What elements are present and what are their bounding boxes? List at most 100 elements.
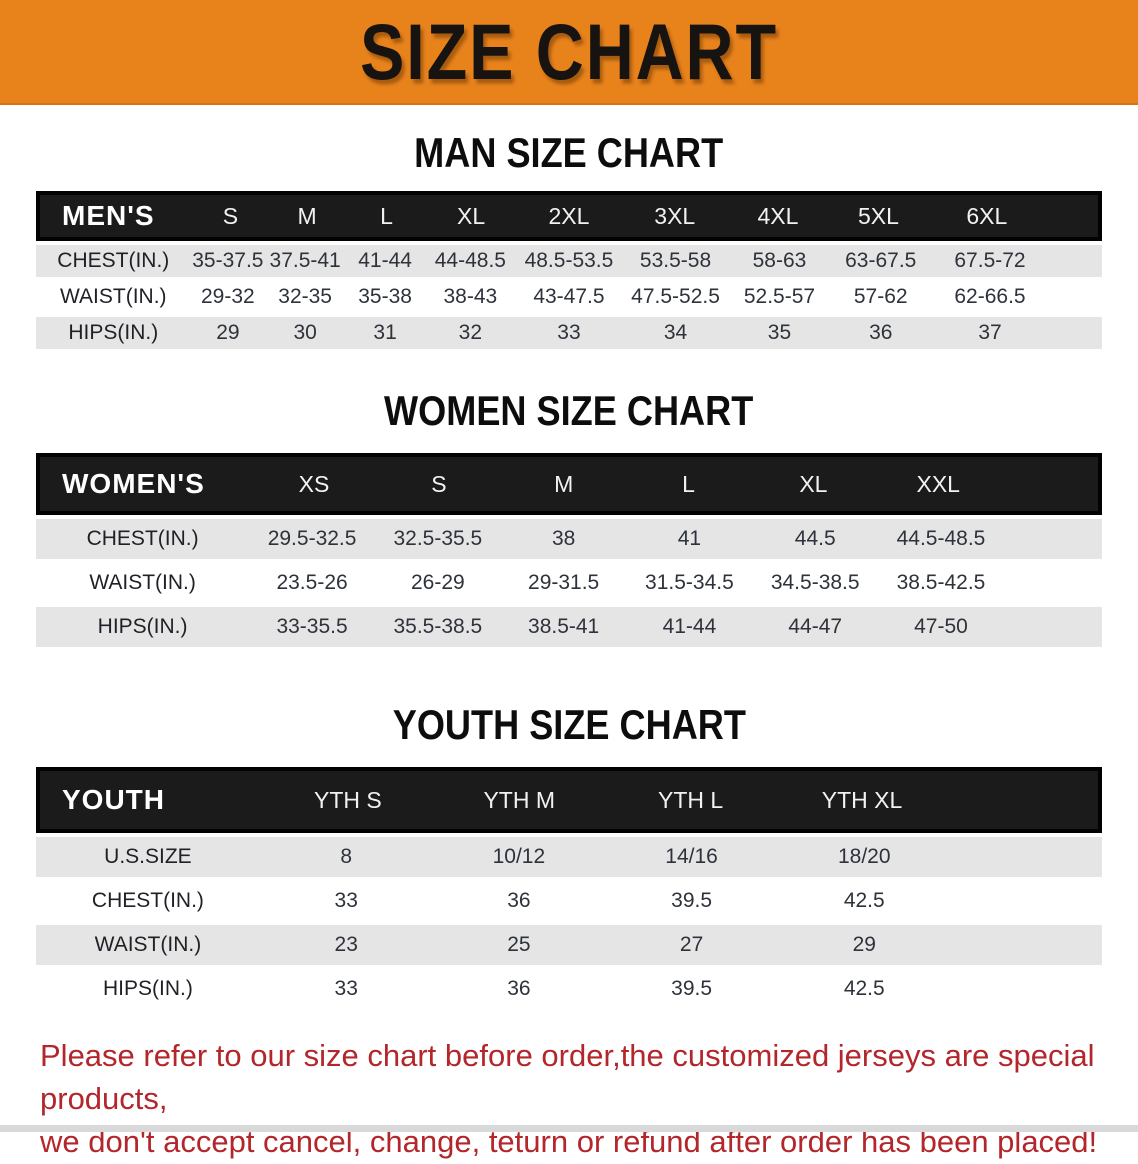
- size-value: 25: [507, 933, 531, 957]
- men-table-row: HIPS(IN.) 29 30 31 32 33 34 35 36 37: [36, 317, 1102, 350]
- youth-column-header: YTH L: [658, 786, 724, 813]
- size-value: 42.5: [843, 977, 885, 1001]
- measurement-label: WAIST(IN.): [89, 571, 196, 595]
- youth-table-row: U.S.SIZE 8 10/12 14/16 18/20: [36, 837, 1102, 878]
- measurement-label: WAIST(IN.): [94, 933, 202, 957]
- women-column-header: XL: [799, 470, 828, 497]
- youth-size-table: YOUTH YTH S YTH M YTH L YTH XL U.S.SIZE 8 10/12…: [36, 767, 1102, 1010]
- size-value: 43-47.5: [533, 285, 605, 309]
- size-value: 37.5-41: [269, 249, 341, 273]
- size-value: 34.5-38.5: [770, 571, 860, 595]
- youth-section-heading-text: YOUTH SIZE CHART: [392, 701, 746, 749]
- men-section-heading: MAN SIZE CHART: [0, 129, 1138, 176]
- size-value: 44-47: [788, 615, 843, 639]
- size-value: 8: [340, 845, 353, 869]
- youth-table-header-band: YOUTH YTH S YTH M YTH L YTH XL: [36, 767, 1102, 834]
- size-value: 33: [557, 321, 581, 345]
- men-column-header: 4XL: [757, 202, 799, 229]
- women-column-header: M: [554, 470, 574, 497]
- size-chart-banner: SIZE CHART: [0, 0, 1138, 105]
- size-value: 52.5-57: [743, 285, 816, 309]
- size-value: 41: [677, 527, 702, 551]
- size-value: 33-35.5: [276, 615, 348, 639]
- women-column-header: L: [682, 470, 695, 497]
- size-value: 31: [373, 321, 397, 345]
- bottom-edge-strip: [0, 1125, 1138, 1132]
- men-column-header: M: [297, 202, 317, 229]
- size-value: 29: [852, 933, 876, 957]
- size-value: 38-43: [443, 285, 498, 309]
- women-column-header: XXL: [916, 470, 960, 497]
- size-value: 39.5: [671, 889, 713, 913]
- size-value: 39.5: [671, 977, 713, 1001]
- size-value: 33: [334, 889, 358, 913]
- size-value: 30: [293, 321, 317, 345]
- size-value: 38.5-42.5: [896, 571, 986, 595]
- size-value: 36: [507, 889, 531, 913]
- youth-band-label: YOUTH: [62, 784, 165, 816]
- men-column-header: 6XL: [966, 202, 1008, 229]
- size-value: 62-66.5: [954, 285, 1026, 309]
- size-value: 36: [869, 321, 893, 345]
- size-value: 29: [216, 321, 240, 345]
- men-column-header: L: [380, 202, 393, 229]
- measurement-label: CHEST(IN.): [86, 527, 199, 551]
- size-value: 18/20: [837, 845, 891, 869]
- size-value: 14/16: [665, 845, 718, 869]
- size-value: 38: [551, 527, 576, 551]
- size-value: 42.5: [843, 889, 885, 913]
- size-value: 34: [663, 321, 688, 345]
- men-size-table: MEN'S S M L XL 2XL 3XL 4XL 5XL 6XL CHEST(IN.) 35-37…: [36, 191, 1102, 350]
- size-value: 27: [679, 933, 704, 957]
- size-value: 32-35: [278, 285, 332, 309]
- size-value: 32.5-35.5: [393, 527, 483, 551]
- men-table-row: CHEST(IN.) 35-37.5 37.5-41 41-44 44-48.5 48.5…: [36, 245, 1102, 278]
- size-value: 63-67.5: [845, 249, 917, 273]
- size-value: 44-48.5: [434, 249, 506, 273]
- women-size-table: WOMEN'S XS S M L XL XXL CHEST(IN.) 29.5-32.5 32.5…: [36, 453, 1102, 648]
- measurement-label: U.S.SIZE: [104, 845, 192, 869]
- size-value: 31.5-34.5: [645, 571, 734, 595]
- size-value: 44.5: [794, 527, 836, 551]
- measurement-label: HIPS(IN.): [103, 977, 193, 1001]
- size-value: 35-38: [358, 285, 412, 309]
- size-value: 26-29: [411, 571, 465, 595]
- size-value: 23: [334, 933, 358, 957]
- men-column-header: 2XL: [548, 202, 590, 229]
- size-value: 41-44: [358, 249, 412, 273]
- measurement-label: WAIST(IN.): [60, 285, 167, 309]
- youth-column-header: YTH XL: [821, 786, 903, 813]
- youth-column-header: YTH S: [314, 786, 382, 813]
- size-value: 47.5-52.5: [631, 285, 720, 309]
- size-value: 37: [978, 321, 1002, 345]
- measurement-label: CHEST(IN.): [91, 889, 204, 913]
- banner-title: SIZE CHART: [360, 7, 778, 96]
- size-value: 10/12: [492, 845, 546, 869]
- size-value: 53.5-58: [639, 249, 712, 273]
- women-table-row: CHEST(IN.) 29.5-32.5 32.5-35.5 38 41 44.5 44.5…: [36, 519, 1102, 560]
- size-value: 35.5-38.5: [393, 615, 483, 639]
- size-value: 47-50: [914, 615, 968, 639]
- women-table-header-band: WOMEN'S XS S M L XL XXL: [36, 453, 1102, 516]
- women-column-header: XS: [298, 470, 330, 497]
- size-value: 36: [507, 977, 531, 1001]
- men-column-header: 3XL: [654, 202, 696, 229]
- order-policy-note-line1: Please refer to our size chart before or…: [40, 1038, 1095, 1117]
- women-column-header: S: [431, 470, 447, 497]
- size-value: 29-32: [201, 285, 255, 309]
- men-table-row: WAIST(IN.) 29-32 32-35 35-38 38-43 43-47.5 47.…: [36, 281, 1102, 314]
- men-column-header: XL: [457, 202, 486, 229]
- size-value: 35: [767, 321, 792, 345]
- size-value: 32: [458, 321, 483, 345]
- youth-section-heading: YOUTH SIZE CHART: [0, 703, 1138, 747]
- men-section-heading-text: MAN SIZE CHART: [414, 129, 724, 176]
- size-value: 48.5-53.5: [524, 249, 614, 273]
- size-value: 29.5-32.5: [267, 527, 357, 551]
- order-policy-note: Please refer to our size chart before or…: [40, 1035, 1138, 1163]
- size-value: 67.5-72: [954, 249, 1026, 273]
- measurement-label: CHEST(IN.): [57, 249, 170, 273]
- size-value: 29-31.5: [528, 571, 600, 595]
- youth-column-header: YTH M: [483, 786, 556, 813]
- women-table-row: HIPS(IN.) 33-35.5 35.5-38.5 38.5-41 41-44 44-…: [36, 607, 1102, 648]
- measurement-label: HIPS(IN.): [68, 321, 159, 345]
